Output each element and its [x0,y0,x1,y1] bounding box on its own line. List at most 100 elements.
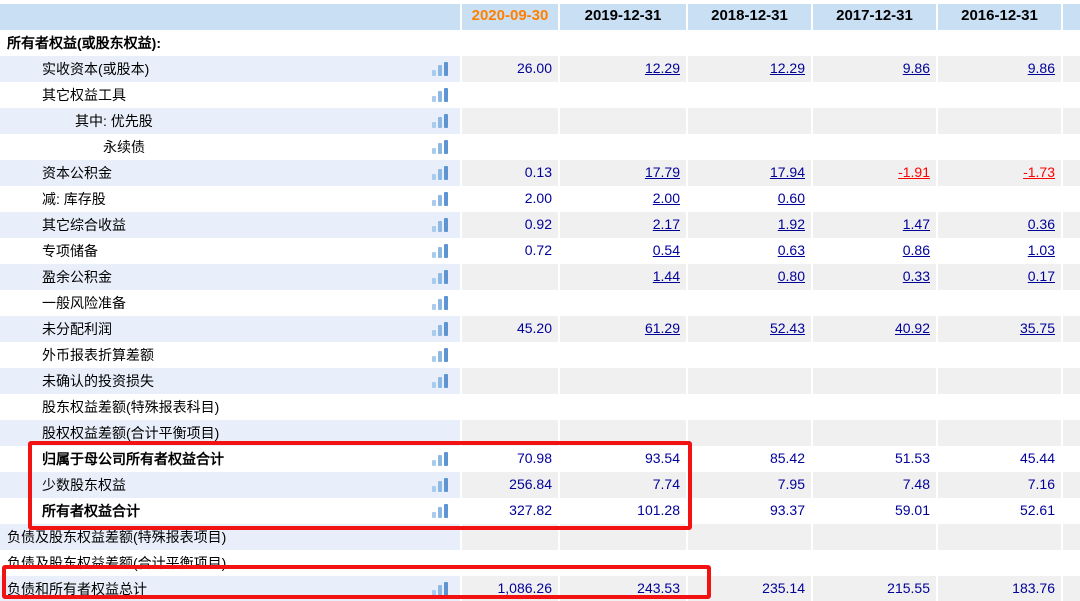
bar-chart-icon[interactable] [432,322,448,336]
value-cell [560,30,688,56]
value-cell: 0.54 [560,238,688,264]
value-cell [813,524,938,550]
bar-chart-icon[interactable] [432,348,448,362]
value-link[interactable]: 2.17 [652,216,680,232]
value-link[interactable]: 1.92 [777,216,805,232]
value-link[interactable]: 0.63 [777,242,805,258]
value-cell: -1.73 [938,160,1063,186]
value-link[interactable]: 0.86 [902,242,930,258]
value-cell [560,420,688,446]
bar-chart-icon[interactable] [432,374,448,388]
bar-chart-icon[interactable] [432,478,448,492]
bar-chart-icon[interactable] [432,244,448,258]
bar-chart-icon[interactable] [432,192,448,206]
clipped-column-cell [1063,550,1080,576]
value-link[interactable]: 61.29 [644,320,680,336]
value-link[interactable]: 2.00 [652,190,680,206]
value-link[interactable]: -1.73 [1023,164,1055,180]
clipped-column-cell [1063,446,1080,472]
bar-chart-icon[interactable] [432,270,448,284]
row-label: 未分配利润 [42,321,112,337]
value-cell: 1.92 [688,212,813,238]
bar-chart-icon[interactable] [432,140,448,154]
clipped-column-cell [1063,498,1080,524]
value-cell [813,420,938,446]
table-row: 所有者权益合计 327.82 101.28 93.37 59.01 52.61 [0,498,1080,524]
value-link[interactable]: 9.86 [902,60,930,76]
value-cell: 93.37 [688,498,813,524]
row-label-cell: 未确认的投资损失 [0,368,462,394]
value-text: 7.48 [902,476,930,492]
value-link[interactable]: 9.86 [1027,60,1055,76]
bar-chart-icon[interactable] [432,582,448,596]
table-row: 负债和所有者权益总计 1,086.26 243.53 235.14 215.55 183.… [0,576,1080,601]
value-link[interactable]: 40.92 [894,320,930,336]
value-cell: 17.94 [688,160,813,186]
row-label: 负债及股东权益差额(特殊报表项目) [7,529,227,545]
value-link[interactable]: 12.29 [644,60,680,76]
bar-chart-icon[interactable] [432,62,448,76]
row-label-cell: 专项储备 [0,238,462,264]
value-cell: 51.53 [813,446,938,472]
value-cell: 1.47 [813,212,938,238]
value-text: 70.98 [516,450,552,466]
table-row: 盈余公积金 1.44 0.80 0.33 0.17 [0,264,1080,290]
value-cell [560,342,688,368]
value-link[interactable]: 0.54 [652,242,680,258]
value-link[interactable]: 1.44 [652,268,680,284]
value-cell: 7.48 [813,472,938,498]
table-row: 一般风险准备 [0,290,1080,316]
bar-chart-icon[interactable] [432,504,448,518]
bar-chart-icon[interactable] [432,114,448,128]
value-text: 26.00 [516,60,552,76]
value-link[interactable]: 17.94 [769,164,805,180]
value-link[interactable]: 0.60 [777,190,805,206]
header-period-2017-12-31: 2017-12-31 [813,4,938,30]
bar-chart-icon[interactable] [432,166,448,180]
header-clipped-column [1063,4,1080,30]
clipped-column-cell [1063,472,1080,498]
bar-chart-icon[interactable] [432,452,448,466]
value-link[interactable]: 52.43 [769,320,805,336]
value-text: 59.01 [894,502,930,518]
bar-chart-icon[interactable] [432,218,448,232]
clipped-column-cell [1063,238,1080,264]
value-cell [688,550,813,576]
value-link[interactable]: 1.47 [902,216,930,232]
value-link[interactable]: 1.03 [1027,242,1055,258]
value-cell: 1.44 [560,264,688,290]
value-link[interactable]: 0.80 [777,268,805,284]
value-link[interactable]: -1.91 [898,164,930,180]
value-link[interactable]: 12.29 [769,60,805,76]
row-label: 其中: 优先股 [75,113,153,129]
value-cell [462,394,560,420]
value-text: 0.72 [524,242,552,258]
value-link[interactable]: 0.33 [902,268,930,284]
row-label-cell: 负债及股东权益差额(合计平衡项目) [0,550,462,576]
value-text: 215.55 [887,580,930,596]
row-label: 其它权益工具 [42,87,126,103]
table-row: 股东权益差额(特殊报表科目) [0,394,1080,420]
header-period-2020-09-30: 2020-09-30 [462,4,560,30]
value-link[interactable]: 17.79 [644,164,680,180]
value-cell [938,82,1063,108]
value-link[interactable]: 35.75 [1019,320,1055,336]
clipped-column-cell [1063,30,1080,56]
bar-chart-icon[interactable] [432,88,448,102]
bar-chart-icon[interactable] [432,296,448,310]
row-label-cell: 股权权益差额(合计平衡项目) [0,420,462,446]
row-label-cell: 归属于母公司所有者权益合计 [0,446,462,472]
clipped-column-cell [1063,524,1080,550]
table-row: 少数股东权益 256.84 7.74 7.95 7.48 7.16 [0,472,1080,498]
value-cell: 70.98 [462,446,560,472]
value-cell: 26.00 [462,56,560,82]
header-period-2016-12-31: 2016-12-31 [938,4,1063,30]
value-link[interactable]: 0.17 [1027,268,1055,284]
clipped-column-cell [1063,212,1080,238]
value-text: 52.61 [1019,502,1055,518]
header-item-column [0,4,462,30]
value-cell: 1,086.26 [462,576,560,601]
value-link[interactable]: 0.36 [1027,216,1055,232]
value-cell [688,342,813,368]
value-cell [688,290,813,316]
